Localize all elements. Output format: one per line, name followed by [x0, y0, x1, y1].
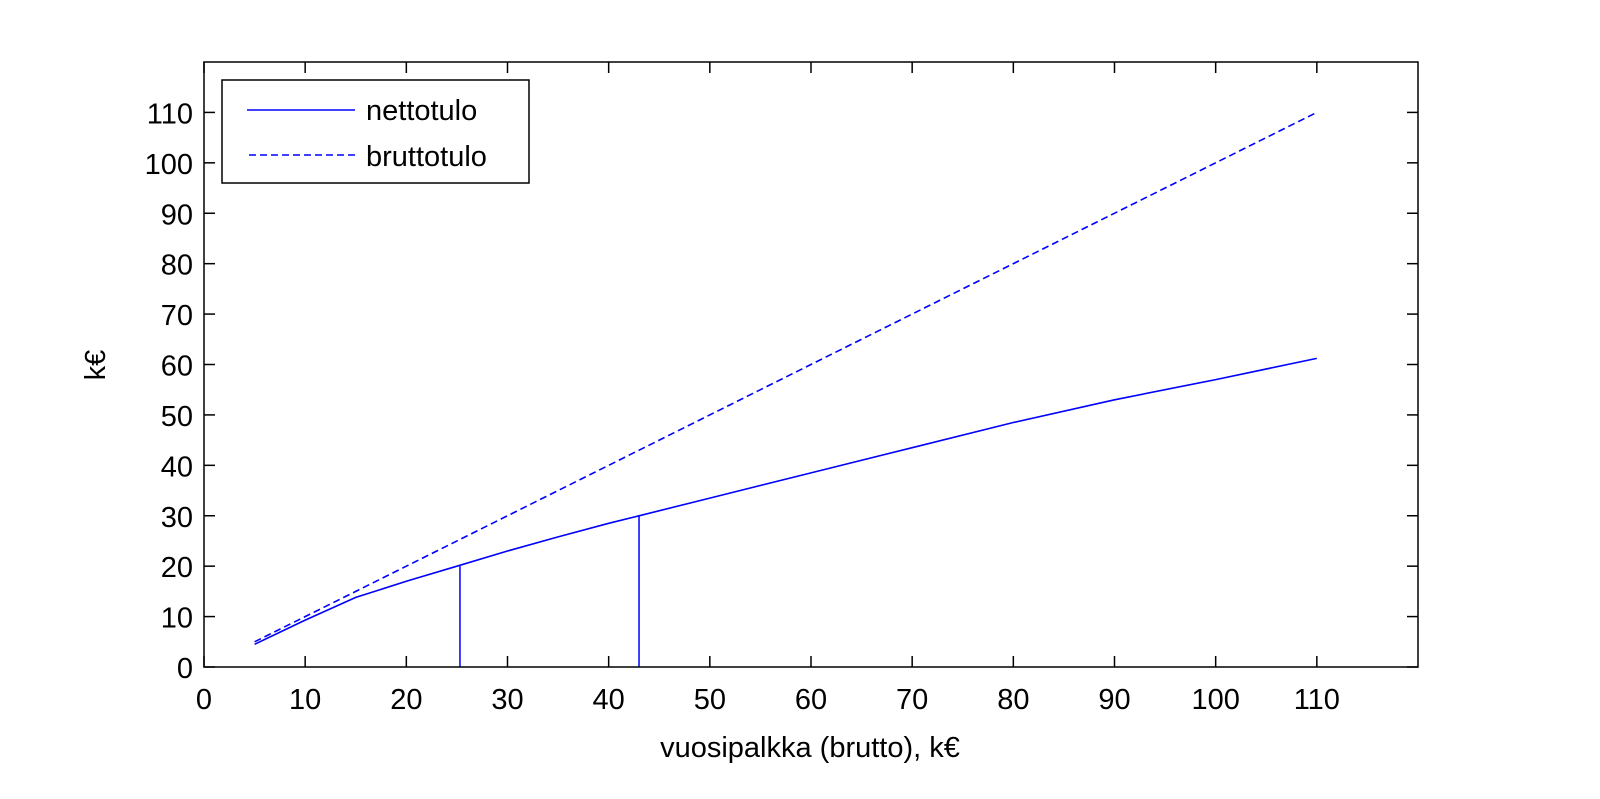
y-tick-label: 80 — [161, 250, 193, 282]
x-tick-label: 110 — [1294, 684, 1340, 716]
x-tick-label: 30 — [491, 684, 523, 716]
y-axis-title: k€ — [80, 350, 112, 381]
y-tick-label: 60 — [161, 351, 193, 383]
y-tick-label: 70 — [161, 300, 193, 332]
x-tick-label: 40 — [593, 684, 625, 716]
x-tick-label: 70 — [896, 684, 928, 716]
y-tick-label: 30 — [161, 502, 193, 534]
x-tick-label: 20 — [390, 684, 422, 716]
x-tick-label: 80 — [997, 684, 1029, 716]
y-tick-label: 100 — [145, 149, 193, 181]
axis-ticks: 0 10 20 30 40 50 60 70 80 90 100 110 0 10 20 30 40 50 60 70… — [145, 62, 1418, 716]
y-tick-label: 10 — [161, 603, 193, 635]
x-tick-label: 100 — [1191, 684, 1239, 716]
legend-box — [221, 79, 530, 184]
legend-label-bruttotulo: bruttotulo — [366, 141, 487, 173]
legend: nettotulo bruttotulo — [221, 79, 530, 184]
series-line-nettotulo — [254, 357, 1317, 646]
legend-label-nettotulo: nettotulo — [366, 95, 477, 127]
y-tick-label: 40 — [161, 451, 193, 483]
x-tick-label: 0 — [196, 684, 212, 716]
x-tick-label: 60 — [795, 684, 827, 716]
data-series — [254, 111, 1318, 667]
x-axis-title: vuosipalkka (brutto), k€ — [660, 732, 960, 764]
x-tick-label: 10 — [289, 684, 321, 716]
y-tick-label: 110 — [147, 98, 193, 130]
x-tick-label: 50 — [694, 684, 726, 716]
series-line-bruttotulo — [254, 111, 1318, 643]
y-tick-label: 90 — [161, 199, 193, 231]
y-tick-label: 50 — [161, 401, 193, 433]
axes-frame — [203, 61, 1419, 668]
y-tick-label: 0 — [177, 653, 193, 685]
y-tick-label: 20 — [161, 552, 193, 584]
x-tick-label: 90 — [1098, 684, 1130, 716]
